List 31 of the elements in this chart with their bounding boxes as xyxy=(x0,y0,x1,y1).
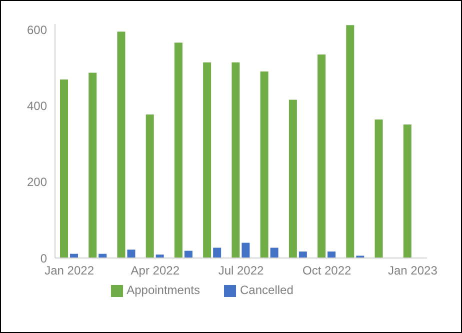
bar xyxy=(232,62,240,258)
x-tick-label: Jan 2022 xyxy=(44,264,94,278)
bar xyxy=(374,120,383,258)
x-tick-label: Jan 2023 xyxy=(388,264,438,278)
y-tick-label: 600 xyxy=(26,22,48,37)
bar xyxy=(203,62,212,258)
bar xyxy=(260,72,268,258)
bar xyxy=(117,32,126,258)
bar xyxy=(298,252,307,258)
bar xyxy=(288,100,297,258)
bar xyxy=(60,80,68,258)
y-tick-label: 400 xyxy=(26,99,48,114)
y-tick-label: 0 xyxy=(40,251,48,266)
bar xyxy=(184,250,192,258)
bar xyxy=(174,42,182,258)
bar xyxy=(127,250,136,258)
x-tick-label: Jul 2022 xyxy=(218,264,264,278)
bar xyxy=(146,114,154,258)
bar xyxy=(88,72,97,258)
bar xyxy=(403,124,412,258)
bar xyxy=(346,25,354,258)
bar xyxy=(213,248,222,258)
legend-label: Cancelled xyxy=(240,283,294,297)
x-tick-label: Oct 2022 xyxy=(302,264,352,278)
bar xyxy=(318,54,326,258)
bar xyxy=(270,248,278,258)
x-tick-label: Apr 2022 xyxy=(130,264,180,278)
y-tick-label: 200 xyxy=(26,175,48,190)
bar xyxy=(242,242,250,258)
bar xyxy=(328,252,336,258)
legend-label: Appointments xyxy=(126,283,200,297)
